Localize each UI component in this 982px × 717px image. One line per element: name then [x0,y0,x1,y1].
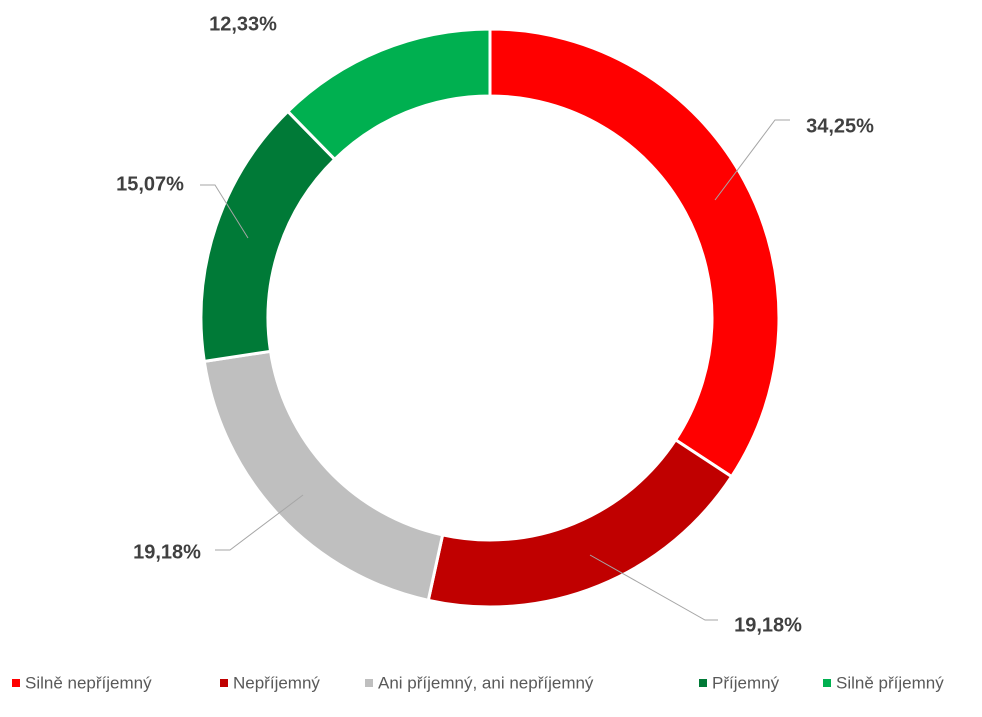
donut-segment [488,27,781,479]
leader-line [215,494,304,551]
donut-segment [202,349,445,603]
legend-label: Ani příjemný, ani nepříjemný [378,673,594,692]
legend-label: Nepříjemný [233,673,320,692]
data-label: 15,07% [116,173,184,195]
legend-swatch [699,679,707,687]
legend-label: Silně nepříjemný [25,673,152,692]
legend-swatch [12,679,20,687]
legend-swatch [823,679,831,687]
leader-line [589,554,718,621]
legend-label: Silně příjemný [836,673,944,692]
donut-segment [285,27,492,162]
legend-label: Příjemný [712,673,780,692]
donut-segment [426,437,734,609]
legend-swatch [365,679,373,687]
data-label: 34,25% [806,115,874,137]
legend-swatch [220,679,228,687]
donut-segment [199,109,337,364]
leader-line [200,184,249,239]
leader-line [714,119,790,201]
data-label: 19,18% [734,614,802,636]
data-label: 19,18% [133,541,201,563]
data-label: 12,33% [209,13,277,35]
